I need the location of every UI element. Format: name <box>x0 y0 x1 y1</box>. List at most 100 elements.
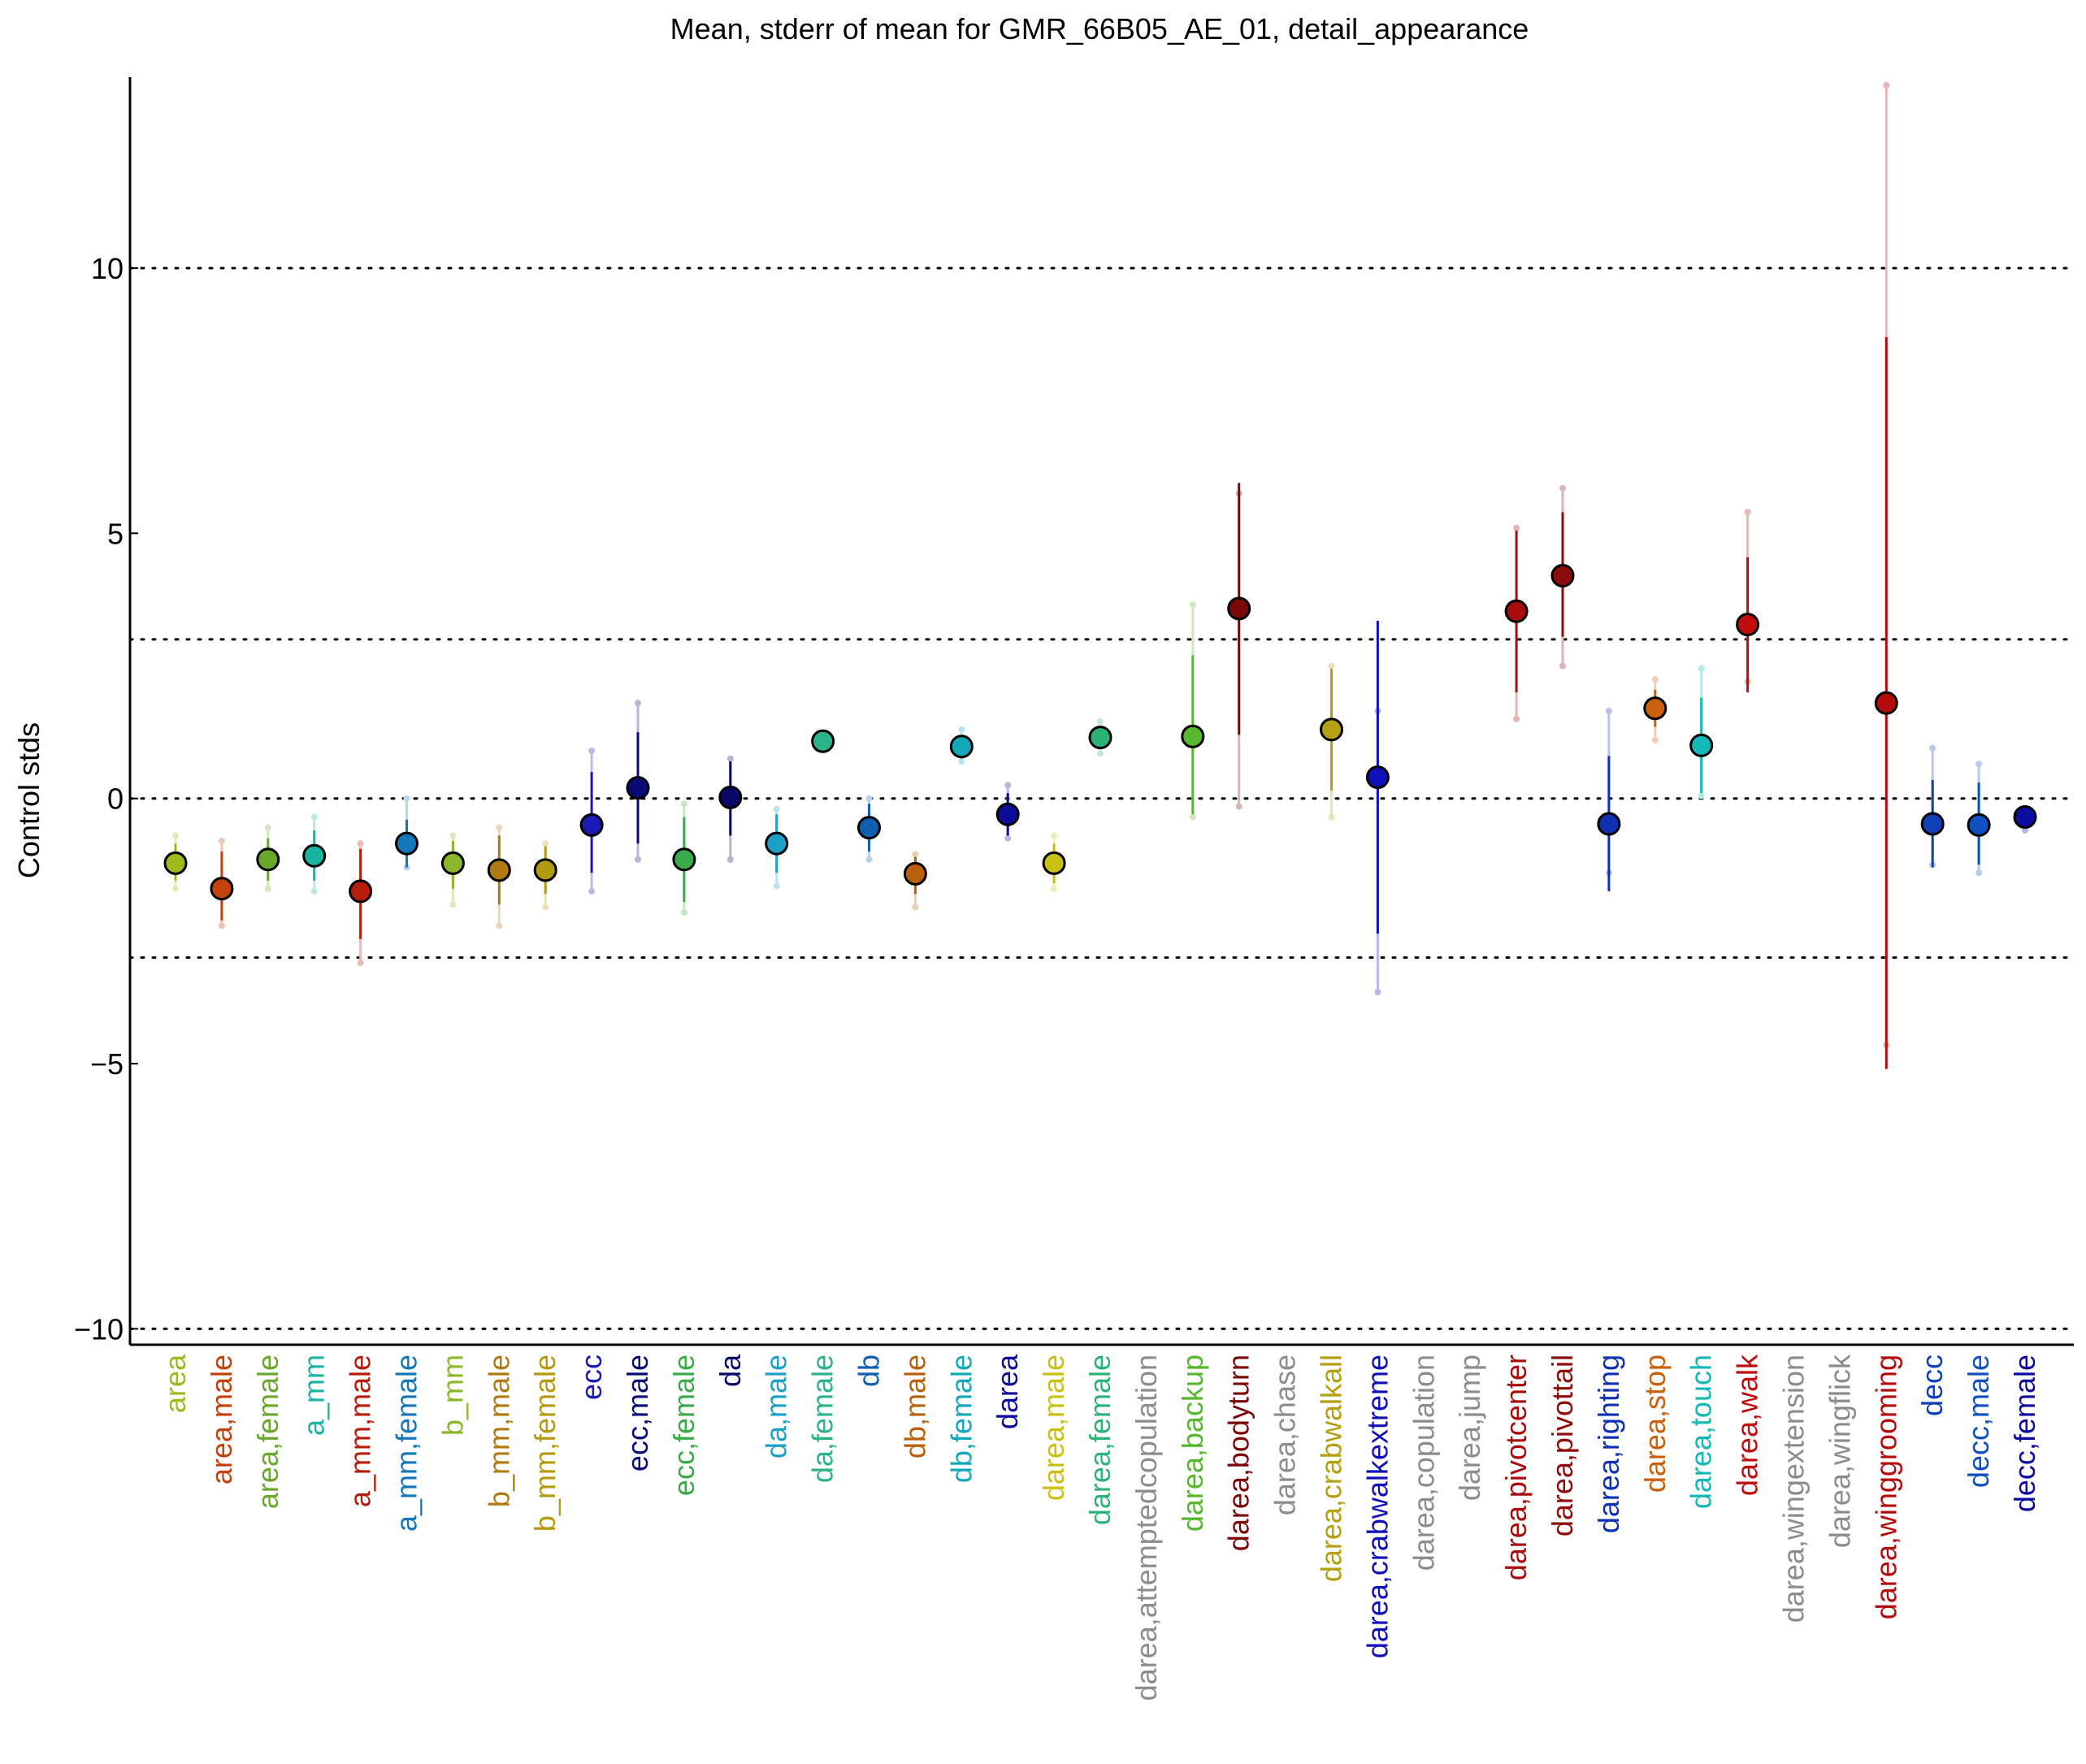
x-tick-label: da,female <box>806 1354 839 1483</box>
mean-point <box>1504 599 1529 623</box>
x-tick-label: darea,chase <box>1269 1354 1302 1515</box>
mean-point <box>349 879 373 904</box>
y-tick-label: 0 <box>107 782 124 816</box>
data-point-group <box>256 824 280 892</box>
data-point-group <box>949 726 974 765</box>
data-point-group <box>1042 832 1066 892</box>
x-tick-label: darea,touch <box>1685 1354 1718 1509</box>
data-point-group <box>903 851 927 911</box>
mean-point <box>995 802 1020 826</box>
x-tick-label: da <box>713 1354 747 1387</box>
range-min-dot <box>357 960 364 967</box>
x-tick-label: darea,stop <box>1638 1354 1672 1493</box>
data-point-group <box>2013 805 2037 834</box>
mean-point <box>533 858 557 882</box>
x-tick-label: darea,attemptedcopulation <box>1130 1354 1163 1701</box>
range-max-dot <box>1975 761 1983 768</box>
data-point-group <box>1088 718 1112 757</box>
x-tick-label: b_mm,male <box>482 1354 515 1507</box>
x-tick-label: darea,wingflick <box>1823 1354 1856 1548</box>
range-max-dot <box>958 726 965 733</box>
x-tick-label: ecc,female <box>667 1354 700 1496</box>
range-min-dot <box>264 885 271 892</box>
range-max-dot <box>865 795 873 802</box>
mean-point <box>1042 851 1066 875</box>
y-tick-label: −5 <box>90 1047 124 1081</box>
data-point-group <box>349 840 373 967</box>
range-max-dot <box>588 747 596 754</box>
x-tick-label: decc,female <box>2008 1354 2041 1512</box>
x-tick-label: decc <box>1915 1354 1949 1416</box>
data-point-group <box>1920 744 1945 869</box>
data-point-group <box>210 837 234 930</box>
reference-lines <box>128 267 2075 1330</box>
y-axis: −10 −5 0 5 10 <box>74 77 138 1346</box>
range-min-dot <box>1698 792 1705 800</box>
data-point-group <box>1689 665 1714 800</box>
data-point-group <box>1643 675 1667 743</box>
x-tick-label: db <box>852 1354 886 1387</box>
mean-point <box>487 858 511 882</box>
mean-point <box>1550 564 1575 588</box>
y-tick-label: −10 <box>74 1312 124 1346</box>
range-min-dot <box>912 904 919 911</box>
x-tick-label: a_mm <box>297 1354 331 1436</box>
x-tick-label: darea,male <box>1037 1354 1070 1501</box>
mean-point <box>811 729 835 753</box>
range-min-dot <box>1651 736 1659 743</box>
range-min-dot <box>449 901 457 908</box>
mean-point <box>210 877 234 901</box>
range-min-dot <box>1975 869 1983 877</box>
range-min-dot <box>773 882 780 890</box>
range-min-dot <box>1004 834 1012 842</box>
mean-point <box>1227 596 1251 621</box>
x-tick-label: darea,wingextension <box>1777 1354 1811 1623</box>
range-min-dot <box>635 856 641 863</box>
range-max-dot <box>680 800 687 808</box>
mean-point <box>903 861 927 886</box>
range-max-dot <box>1328 662 1335 670</box>
y-tick-label: 5 <box>107 517 124 550</box>
range-max-dot <box>1189 601 1196 609</box>
range-max-dot <box>310 813 318 821</box>
x-tick-label: da,male <box>760 1354 793 1458</box>
x-tick-label: darea,jump <box>1453 1354 1486 1501</box>
x-tick-label: darea,winggrooming <box>1869 1354 1902 1619</box>
x-tick-label: darea <box>991 1354 1024 1429</box>
x-tick-labels: area area,male area,female a_mm a_mm,male a_m… <box>158 1354 2041 1701</box>
range-min-dot <box>310 887 318 895</box>
range-min-dot <box>726 856 734 863</box>
range-max-dot <box>449 832 457 839</box>
x-tick-label: db,female <box>944 1354 978 1483</box>
range-max-dot <box>1744 509 1751 516</box>
mean-point <box>626 776 650 800</box>
range-max-dot <box>1513 524 1520 531</box>
range-max-dot <box>403 795 410 802</box>
x-tick-label: b_mm,female <box>528 1354 562 1532</box>
range-max-dot <box>1605 708 1612 714</box>
x-tick-label: darea,female <box>1083 1354 1117 1525</box>
data-marks <box>163 81 2037 1069</box>
data-point-group <box>1504 524 1529 722</box>
range-min-dot <box>865 856 873 863</box>
data-point-group <box>672 800 696 917</box>
range-max-dot <box>357 840 364 847</box>
range-min-dot <box>1189 813 1196 821</box>
range-max-dot <box>1698 665 1705 672</box>
x-tick-label: darea,crabwalkall <box>1315 1354 1348 1582</box>
range-max-dot <box>1004 782 1012 789</box>
data-point-group <box>1874 81 1898 1069</box>
mean-point <box>1920 812 1945 836</box>
x-tick-label: decc,male <box>1962 1354 1995 1488</box>
mean-point <box>672 847 696 872</box>
range-max-dot <box>1929 744 1936 752</box>
range-min-dot <box>1328 813 1335 821</box>
range-min-dot <box>1513 715 1520 722</box>
mean-point <box>1736 613 1760 637</box>
x-tick-label: darea,backup <box>1176 1354 1209 1532</box>
range-min-dot <box>542 904 549 911</box>
mean-point <box>1967 813 1991 837</box>
mean-point <box>2013 805 2037 830</box>
x-tick-label: darea,crabwalkextreme <box>1360 1354 1394 1658</box>
